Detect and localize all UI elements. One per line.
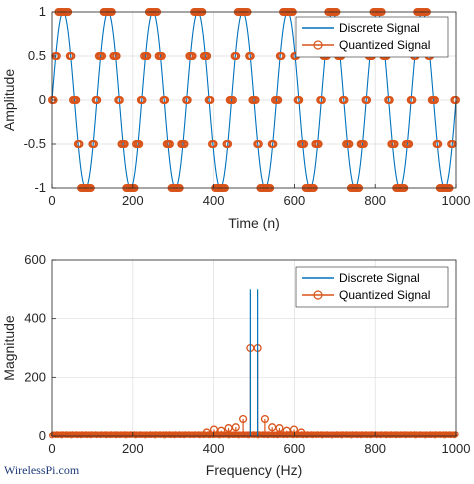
quantized-stem-marker — [224, 424, 233, 433]
quantized-point — [269, 140, 278, 149]
quantized-stem-marker — [260, 414, 269, 424]
frequency-plot-ylabel: Magnitude — [1, 315, 17, 381]
quantized-stem-marker — [217, 426, 226, 435]
quantized-point — [254, 140, 263, 149]
frequency-plot-xtick-label: 200 — [122, 441, 144, 456]
quantized-stem-marker — [275, 424, 284, 433]
frequency-plot-xtick-label: 400 — [203, 441, 225, 456]
quantized-point — [90, 140, 99, 149]
time-plot: 0 200 400 600 800 1000 1 0.5 0 -0.5 -1 Time (n) Am… — [1, 4, 470, 231]
quantized-point — [209, 140, 218, 149]
quantized-point — [277, 51, 286, 60]
time-plot-ylabel: Amplitude — [1, 69, 17, 131]
time-plot-xtick-label: 400 — [203, 193, 225, 208]
quantized-point — [345, 140, 354, 149]
frequency-plot-ytick-label: 600 — [24, 252, 46, 267]
frequency-plot-ytick-label: 400 — [24, 311, 46, 326]
quantized-point — [93, 96, 102, 105]
quantized-point — [49, 96, 58, 105]
time-plot-legend: Discrete Signal Quantized Signal — [295, 16, 449, 58]
time-plot-ytick-label: 0 — [39, 92, 46, 107]
quantized-point — [188, 51, 197, 60]
quantized-point — [143, 51, 152, 60]
time-plot-xlabel: Time (n) — [228, 215, 280, 231]
quantized-point — [314, 140, 323, 149]
quantized-point — [363, 96, 372, 105]
legend-quantized-label: Quantized Signal — [339, 38, 430, 52]
legend-quantized-marker — [313, 40, 323, 50]
quantized-point — [317, 96, 326, 105]
frequency-plot-ytick-label: 200 — [24, 369, 46, 384]
frequency-plot-xtick-label: 1000 — [442, 441, 471, 456]
frequency-plot-legend: Discrete Signal Quantized Signal — [295, 266, 449, 308]
frequency-plot-frame — [51, 259, 457, 437]
quantized-point — [183, 96, 192, 105]
quantized-point — [206, 96, 215, 105]
quantized-point — [228, 96, 237, 105]
quantized-point — [112, 51, 121, 60]
quantized-point — [232, 51, 241, 60]
time-plot-xtick-label: 200 — [122, 193, 144, 208]
frequency-plot-xlabel: Frequency (Hz) — [206, 462, 302, 478]
quantized-point — [98, 51, 107, 60]
quantized-point — [115, 96, 124, 105]
quantized-stem-marker — [239, 414, 248, 424]
legend-discrete-label: Discrete Signal — [339, 271, 420, 285]
quantized-point — [405, 140, 414, 149]
legend-quantized-label: Quantized Signal — [339, 288, 430, 302]
quantized-point — [135, 140, 144, 149]
quantized-point — [138, 96, 147, 105]
quantized-point — [295, 96, 304, 105]
quantized-point — [408, 96, 417, 105]
quantized-point — [72, 96, 81, 105]
time-plot-ytick-label: 1 — [39, 4, 46, 19]
quantized-point — [120, 140, 129, 149]
frequency-plot-xtick-label: 600 — [284, 441, 306, 456]
discrete-signal-line — [51, 11, 457, 189]
quantized-point — [385, 96, 394, 105]
quantized-point — [430, 96, 439, 105]
quantized-point — [340, 96, 349, 105]
frequency-plot-ytick-label: 0 — [39, 428, 46, 443]
watermark: WirelessPi.com — [4, 463, 80, 477]
quantized-point — [359, 140, 368, 149]
time-plot-ytick-label: -0.5 — [24, 136, 46, 151]
quantized-noise-floor — [48, 431, 459, 439]
quantized-point — [251, 96, 260, 105]
quantized-point — [165, 140, 174, 149]
quantized-point — [161, 96, 170, 105]
quantized-point — [203, 51, 212, 60]
quantized-point — [157, 51, 166, 60]
quantized-point — [75, 140, 84, 149]
quantized-point — [67, 51, 76, 60]
frequency-plot: 0 200 400 600 800 1000 600 400 200 0 Frequency (H… — [1, 252, 470, 478]
quantized-point — [224, 140, 233, 149]
frequency-plot-xtick-label: 0 — [48, 441, 55, 456]
time-plot-xtick-label: 800 — [364, 193, 386, 208]
quantized-point — [434, 140, 443, 149]
time-plot-ytick-label: 0.5 — [28, 48, 46, 63]
legend-discrete-label: Discrete Signal — [339, 21, 420, 35]
time-plot-ytick-label: -1 — [34, 180, 46, 195]
noise-marker — [451, 432, 458, 439]
quantized-stem-marker — [282, 426, 291, 435]
time-plot-xtick-label: 0 — [48, 193, 55, 208]
quantized-point — [246, 51, 255, 60]
quantized-point — [390, 140, 399, 149]
quantized-point — [274, 96, 283, 105]
legend-quantized-marker — [313, 290, 323, 300]
time-plot-xtick-label: 600 — [284, 193, 306, 208]
time-plot-xtick-label: 1000 — [442, 193, 471, 208]
quantized-point — [180, 140, 189, 149]
frequency-plot-xtick-label: 800 — [364, 441, 386, 456]
quantized-point — [300, 140, 309, 149]
